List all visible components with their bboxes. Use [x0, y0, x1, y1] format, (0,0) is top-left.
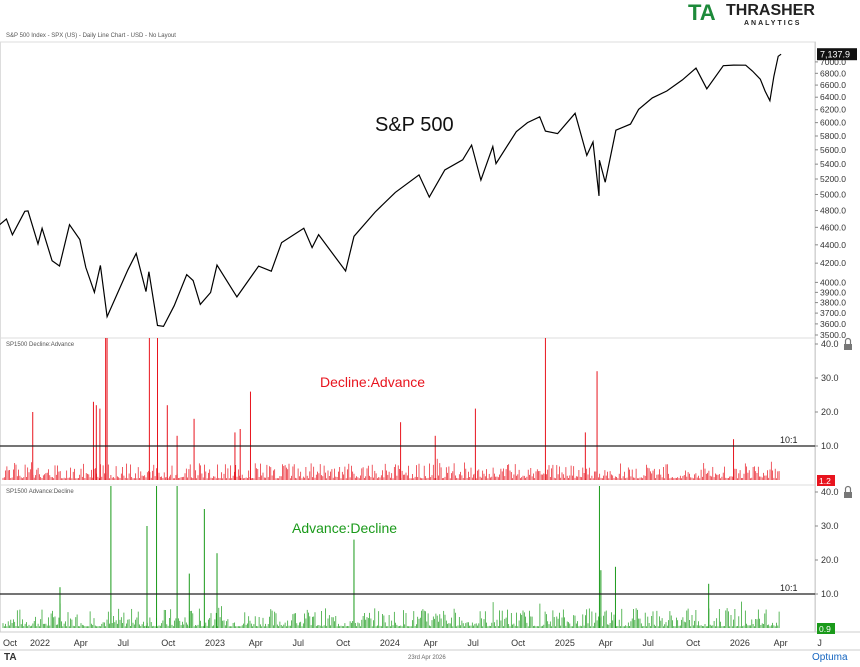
- bars-decline-advance: [2, 338, 780, 480]
- optuma-logo: Optuma: [812, 652, 848, 663]
- price-y-tick: 7000.0: [820, 57, 846, 67]
- price-y-tick: 3800.0: [820, 298, 846, 308]
- x-tick-label: J: [817, 638, 822, 648]
- x-tick-label: 2022: [30, 638, 50, 648]
- logo-sub: ANALYTICS: [744, 20, 801, 27]
- x-tick-label: 2026: [730, 638, 750, 648]
- last-value-label: 1.2: [819, 476, 831, 486]
- last-value-label: 0.9: [819, 624, 831, 634]
- breadth-y-tick: 20.0: [821, 555, 839, 565]
- price-y-tick: 4000.0: [820, 277, 846, 287]
- threshold-label: 10:1: [780, 435, 798, 445]
- price-y-tick: 5600.0: [820, 145, 846, 155]
- price-y-tick: 6600.0: [820, 80, 846, 90]
- panel-frame: [0, 337, 816, 486]
- price-y-tick: 4400.0: [820, 240, 846, 250]
- x-tick-label: Apr: [249, 638, 263, 648]
- x-tick-label: Jul: [292, 638, 304, 648]
- x-tick-label: Oct: [161, 638, 176, 648]
- last-price-badge: [817, 48, 857, 61]
- panel-frame: [0, 41, 816, 339]
- price-y-tick: 3700.0: [820, 308, 846, 318]
- breadth-y-tick: 40.0: [821, 487, 839, 497]
- x-tick-label: Oct: [511, 638, 526, 648]
- lock-icon[interactable]: [844, 337, 852, 350]
- last-value-badge: [817, 475, 835, 486]
- sp500-price-line: [0, 53, 782, 328]
- price-y-tick: 4800.0: [820, 206, 846, 216]
- breadth-y-tick: 30.0: [821, 521, 839, 531]
- price-y-tick: 6800.0: [820, 68, 846, 78]
- price-y-tick: 5400.0: [820, 159, 846, 169]
- bars-advance-decline: [2, 486, 780, 628]
- decline-label: Decline:Advance: [320, 374, 426, 390]
- lock-icon[interactable]: [844, 485, 852, 499]
- x-tick-label: Jul: [117, 638, 129, 648]
- x-tick-label: Jul: [467, 638, 479, 648]
- decline-panel-title: SP1500 Decline:Advance: [6, 342, 75, 348]
- price-y-tick: 6400.0: [820, 92, 846, 102]
- x-tick-label: 2024: [380, 638, 400, 648]
- x-tick-label: Apr: [599, 638, 613, 648]
- price-y-tick: 6000.0: [820, 118, 846, 128]
- price-y-tick: 3600.0: [820, 319, 846, 329]
- price-y-tick: 4200.0: [820, 258, 846, 268]
- breadth-y-tick: 30.0: [821, 373, 839, 383]
- advance-panel-title: SP1500 Advance:Decline: [6, 489, 74, 495]
- breadth-y-tick: 40.0: [821, 339, 839, 349]
- x-tick-label: 2023: [205, 638, 225, 648]
- x-tick-label: Apr: [424, 638, 438, 648]
- price-y-tick: 4600.0: [820, 222, 846, 232]
- x-tick-label: Oct: [3, 638, 18, 648]
- svg-text:TA: TA: [688, 0, 716, 25]
- breadth-y-tick: 10.0: [821, 589, 839, 599]
- advance-label: Advance:Decline: [292, 520, 398, 536]
- logo-text: THRASHER: [726, 2, 815, 19]
- threshold-label: 10:1: [780, 583, 798, 593]
- price-y-tick: 5800.0: [820, 131, 846, 141]
- x-tick-label: Jul: [642, 638, 654, 648]
- x-tick-label: Oct: [686, 638, 701, 648]
- price-y-tick: 3900.0: [820, 287, 846, 297]
- price-chart-label: S&P 500: [375, 114, 454, 136]
- breadth-y-tick: 10.0: [821, 441, 839, 451]
- footer-mark: TA: [4, 652, 17, 663]
- price-y-tick: 5000.0: [820, 189, 846, 199]
- price-y-tick: 5200.0: [820, 174, 846, 184]
- chart-subtitle: S&P 500 Index - SPX (US) - Daily Line Ch…: [6, 33, 176, 39]
- breadth-y-tick: 20.0: [821, 407, 839, 417]
- thrasher-analytics-logo: TA THRASHER ANALYTICS: [688, 0, 815, 27]
- panel-frame: [0, 484, 816, 633]
- x-tick-label: 2025: [555, 638, 575, 648]
- x-tick-label: Apr: [774, 638, 788, 648]
- last-price-label: 7,137.9: [820, 50, 850, 60]
- x-tick-label: Apr: [74, 638, 88, 648]
- x-tick-label: Oct: [336, 638, 351, 648]
- footer-date: 23rd Apr 2026: [408, 655, 446, 661]
- price-y-tick: 3500.0: [820, 330, 846, 340]
- price-y-tick: 6200.0: [820, 105, 846, 115]
- last-value-badge: [817, 623, 835, 634]
